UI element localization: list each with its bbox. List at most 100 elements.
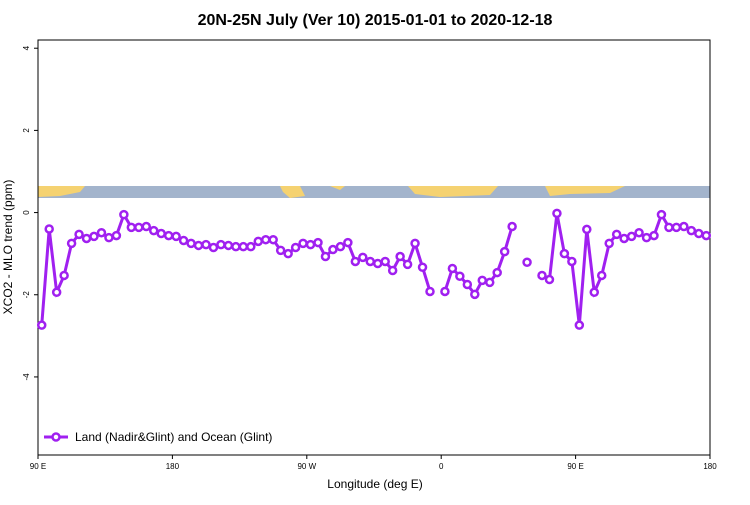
data-point	[223, 240, 234, 251]
data-point	[343, 237, 353, 248]
data-point	[694, 228, 704, 239]
data-point	[544, 274, 555, 285]
data-point	[582, 224, 592, 235]
data-point	[201, 239, 211, 250]
data-point	[679, 221, 689, 232]
data-point	[238, 241, 249, 252]
data-point	[171, 231, 181, 242]
data-point	[589, 287, 600, 298]
data-point	[492, 267, 502, 278]
data-point	[51, 287, 62, 298]
data-point	[216, 239, 226, 250]
data-point	[462, 279, 473, 290]
data-point	[305, 239, 316, 250]
data-point	[350, 256, 361, 267]
data-point	[499, 246, 510, 257]
data-point	[208, 242, 219, 253]
x-tick-label: 90 W	[297, 462, 316, 471]
data-point	[372, 258, 383, 269]
data-point	[380, 256, 390, 267]
data-point	[455, 271, 465, 282]
data-point	[111, 230, 122, 241]
data-point	[656, 209, 667, 220]
x-tick-label: 90 E	[567, 462, 583, 471]
data-point	[559, 248, 570, 259]
data-point	[522, 257, 532, 268]
data-point	[335, 241, 346, 252]
data-point	[89, 231, 99, 242]
data-point	[148, 225, 159, 236]
data-point	[81, 233, 92, 244]
data-point	[163, 230, 174, 241]
data-point	[36, 320, 47, 330]
x-tick-label: 180	[703, 462, 717, 471]
x-tick-label: 0	[439, 462, 444, 471]
data-point	[275, 245, 286, 256]
data-point	[619, 233, 629, 244]
data-point	[134, 222, 144, 233]
data-point	[552, 208, 562, 219]
data-point	[74, 229, 84, 240]
data-point	[186, 238, 196, 249]
data-point	[320, 251, 331, 262]
data-point	[686, 225, 697, 236]
data-point	[96, 227, 107, 238]
data-point	[507, 221, 517, 232]
y-tick-label: -2	[22, 291, 31, 299]
data-point	[246, 241, 256, 252]
data-point	[664, 222, 674, 233]
data-point	[402, 259, 413, 270]
data-point	[104, 232, 114, 243]
legend-marker	[51, 432, 61, 442]
data-point	[447, 263, 458, 274]
x-axis-label: Longitude (deg E)	[327, 477, 422, 491]
data-point	[641, 232, 652, 243]
data-point	[298, 238, 308, 249]
data-point	[537, 270, 547, 281]
data-point	[253, 236, 264, 247]
data-point	[484, 277, 495, 288]
y-tick-label: 0	[22, 210, 31, 215]
data-point	[596, 270, 607, 281]
y-tick-label: 2	[22, 128, 31, 133]
data-point	[425, 286, 435, 297]
data-point	[701, 230, 712, 241]
data-point	[634, 227, 644, 238]
map-strip	[38, 186, 710, 198]
data-point	[410, 238, 420, 249]
data-point	[417, 262, 428, 272]
data-point	[626, 231, 637, 242]
data-point	[193, 240, 204, 251]
data-point	[141, 221, 152, 232]
data-point	[649, 230, 659, 241]
data-point	[440, 286, 450, 297]
x-tick-label: 180	[166, 462, 180, 471]
data-point	[470, 289, 480, 300]
data-point	[328, 244, 338, 255]
data-point	[126, 222, 137, 233]
data-point	[387, 265, 398, 276]
data-point	[313, 237, 323, 248]
data-point	[365, 256, 376, 267]
data-point	[231, 241, 241, 252]
data-point	[358, 252, 368, 263]
chart-title: 20N-25N July (Ver 10) 2015-01-01 to 2020…	[198, 12, 553, 29]
data-point	[283, 248, 293, 259]
data-point	[119, 209, 129, 220]
legend-label: Land (Nadir&Glint) and Ocean (Glint)	[75, 430, 272, 444]
data-point	[59, 270, 69, 281]
plot-frame	[37, 39, 711, 456]
data-point	[156, 228, 166, 239]
data-point	[290, 242, 301, 253]
x-tick-label: 90 E	[30, 462, 46, 471]
y-tick-label: 4	[22, 45, 31, 50]
data-point	[44, 224, 54, 234]
data-point	[260, 234, 271, 245]
data-point	[604, 238, 614, 249]
data-point	[671, 222, 682, 233]
data-point	[66, 238, 77, 249]
data-point	[574, 320, 585, 330]
data-point	[178, 235, 189, 246]
data-point	[395, 251, 405, 262]
